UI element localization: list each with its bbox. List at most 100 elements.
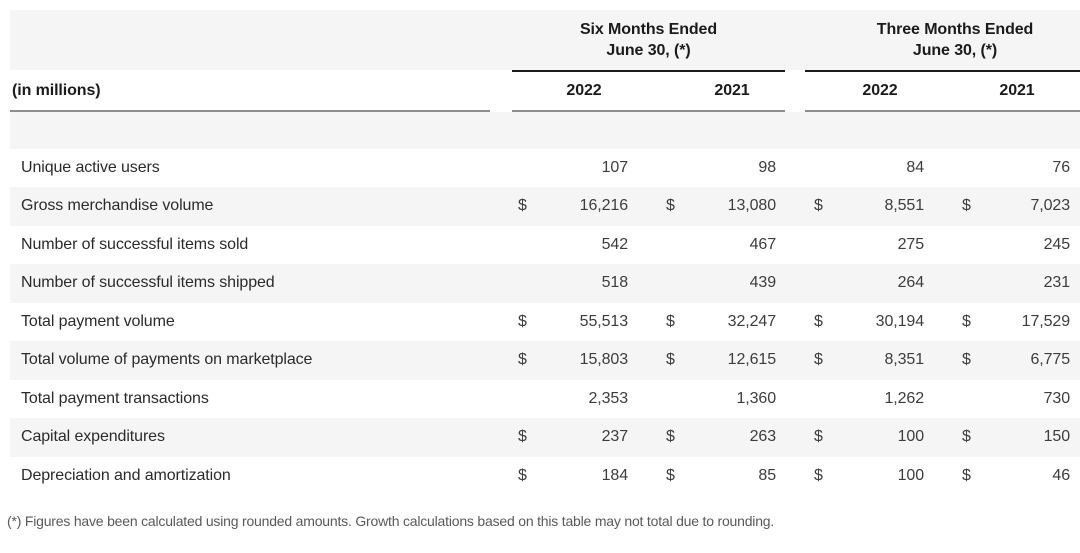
table-body: Unique active users 107 98 84 76 Gross m… [10, 112, 1080, 495]
row-value: 16,216 [579, 197, 628, 215]
table-row: Number of successful items sold 542 467 … [10, 226, 1080, 265]
year-header-six-2021: 2021 [714, 82, 750, 99]
row-label: Capital expenditures [21, 428, 165, 446]
group-title-line2: June 30, (*) [606, 42, 691, 59]
currency-symbol: $ [666, 351, 675, 369]
footnote: (*) Figures have been calculated using r… [7, 513, 775, 529]
row-value: 15,803 [579, 351, 628, 369]
row-value: 7,023 [1030, 197, 1070, 215]
value-cell-three-2021: 231 [954, 264, 1080, 303]
row-value: 237 [601, 428, 629, 446]
row-value: 184 [601, 466, 629, 484]
currency-symbol: $ [666, 197, 675, 215]
value-cell-six-2022: $ 237 [510, 418, 658, 457]
currency-symbol: $ [814, 312, 823, 330]
table-row: Depreciation and amortization $ 184 $ 85… [10, 457, 1080, 496]
currency-symbol: $ [962, 312, 971, 330]
value-cell-three-2021: $ 7,023 [954, 187, 1080, 226]
column-group-three-months: Three Months Ended June 30, (*) [805, 10, 1080, 70]
value-cell-six-2022: $ 184 [510, 457, 658, 496]
row-value: 85 [758, 466, 776, 484]
currency-symbol: $ [518, 312, 527, 330]
row-value: 84 [906, 158, 924, 176]
row-label: Number of successful items sold [21, 235, 249, 253]
row-value: 263 [749, 428, 777, 446]
group-rule-six-months [512, 70, 785, 72]
group-title-line1: Three Months Ended [876, 21, 1034, 38]
currency-symbol: $ [518, 351, 527, 369]
row-value: 1,262 [884, 389, 924, 407]
value-cell-six-2021: 467 [658, 226, 806, 265]
value-cell-three-2021: $ 150 [954, 418, 1080, 457]
row-value: 12,615 [727, 351, 776, 369]
value-cell-six-2022: $ 15,803 [510, 341, 658, 380]
value-cell-three-2022: $ 30,194 [806, 303, 954, 342]
header-rule-six-months [512, 110, 785, 112]
table-row: Capital expenditures $ 237 $ 263 $ 100 $… [10, 418, 1080, 457]
currency-symbol: $ [962, 466, 971, 484]
value-cell-six-2022: $ 55,513 [510, 303, 658, 342]
row-value: 264 [897, 274, 925, 292]
table-row: Total volume of payments on marketplace … [10, 341, 1080, 380]
value-cell-three-2021: $ 46 [954, 457, 1080, 496]
value-cell-three-2021: 730 [954, 380, 1080, 419]
row-value: 231 [1043, 274, 1071, 292]
row-value: 150 [1043, 428, 1071, 446]
value-cell-three-2022: $ 8,351 [806, 341, 954, 380]
row-value: 107 [601, 158, 629, 176]
value-cell-six-2022: 2,353 [510, 380, 658, 419]
value-cell-six-2022: $ 16,216 [510, 187, 658, 226]
unit-label: (in millions) [12, 82, 101, 99]
row-value: 100 [897, 466, 925, 484]
row-value: 542 [601, 235, 629, 253]
currency-symbol: $ [962, 428, 971, 446]
currency-symbol: $ [814, 197, 823, 215]
row-value: 8,551 [884, 197, 924, 215]
header-rule-label [10, 110, 490, 112]
currency-symbol: $ [814, 428, 823, 446]
row-label: Depreciation and amortization [21, 466, 231, 484]
row-value: 730 [1043, 389, 1071, 407]
value-cell-six-2021: $ 263 [658, 418, 806, 457]
row-value: 76 [1052, 158, 1070, 176]
row-value: 100 [897, 428, 925, 446]
table-row: Total payment volume $ 55,513 $ 32,247 $… [10, 303, 1080, 342]
value-cell-six-2021: 98 [658, 149, 806, 188]
value-cell-six-2021: $ 13,080 [658, 187, 806, 226]
value-cell-three-2022: 275 [806, 226, 954, 265]
row-label: Total volume of payments on marketplace [21, 351, 313, 369]
value-cell-three-2021: $ 6,775 [954, 341, 1080, 380]
column-header-row: (in millions) 2022 2021 2022 2021 [10, 72, 1080, 110]
value-cell-three-2022: $ 8,551 [806, 187, 954, 226]
value-cell-six-2021: 1,360 [658, 380, 806, 419]
year-header-three-2022: 2022 [862, 82, 898, 99]
currency-symbol: $ [814, 351, 823, 369]
row-label: Total payment transactions [21, 389, 209, 407]
row-value: 2,353 [588, 389, 628, 407]
column-group-six-months: Six Months Ended June 30, (*) [512, 10, 785, 70]
value-cell-six-2022: 107 [510, 149, 658, 188]
currency-symbol: $ [666, 466, 675, 484]
row-value: 13,080 [727, 197, 776, 215]
value-cell-six-2022: 542 [510, 226, 658, 265]
value-cell-six-2021: $ 32,247 [658, 303, 806, 342]
value-cell-six-2021: 439 [658, 264, 806, 303]
group-rule-three-months [805, 70, 1080, 72]
row-value: 275 [897, 235, 925, 253]
row-value: 8,351 [884, 351, 924, 369]
table-row: Number of successful items shipped 518 4… [10, 264, 1080, 303]
currency-symbol: $ [962, 351, 971, 369]
value-cell-three-2022: 264 [806, 264, 954, 303]
row-label: Total payment volume [21, 312, 175, 330]
value-cell-three-2021: $ 17,529 [954, 303, 1080, 342]
currency-symbol: $ [518, 466, 527, 484]
currency-symbol: $ [518, 428, 527, 446]
value-cell-three-2021: 245 [954, 226, 1080, 265]
spacer-row [10, 112, 1080, 149]
row-value: 1,360 [736, 389, 776, 407]
value-cell-three-2022: $ 100 [806, 457, 954, 496]
currency-symbol: $ [666, 312, 675, 330]
header-band: Six Months Ended June 30, (*) Three Mont… [10, 10, 1080, 70]
group-title-line1: Six Months Ended [579, 21, 718, 38]
